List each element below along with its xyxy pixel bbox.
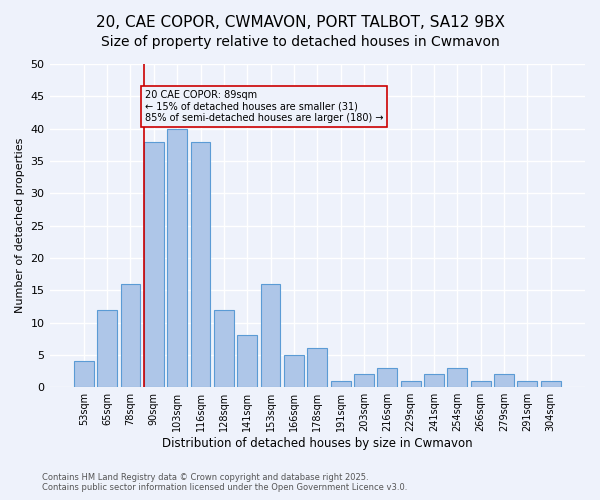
Bar	[260, 284, 280, 387]
Bar	[424, 374, 444, 387]
Bar	[448, 368, 467, 387]
Bar	[331, 380, 350, 387]
Bar	[191, 142, 211, 387]
Text: 20 CAE COPOR: 89sqm
← 15% of detached houses are smaller (31)
85% of semi-detach: 20 CAE COPOR: 89sqm ← 15% of detached ho…	[145, 90, 383, 123]
Bar	[541, 380, 560, 387]
Y-axis label: Number of detached properties: Number of detached properties	[15, 138, 25, 314]
Bar	[284, 355, 304, 387]
Bar	[144, 142, 164, 387]
Bar	[354, 374, 374, 387]
Bar	[401, 380, 421, 387]
Bar	[74, 362, 94, 387]
Bar	[121, 284, 140, 387]
Bar	[238, 336, 257, 387]
Bar	[307, 348, 327, 387]
Bar	[377, 368, 397, 387]
Text: Contains HM Land Registry data © Crown copyright and database right 2025.
Contai: Contains HM Land Registry data © Crown c…	[42, 473, 407, 492]
Text: 20, CAE COPOR, CWMAVON, PORT TALBOT, SA12 9BX: 20, CAE COPOR, CWMAVON, PORT TALBOT, SA1…	[95, 15, 505, 30]
Bar	[517, 380, 538, 387]
Bar	[214, 310, 234, 387]
X-axis label: Distribution of detached houses by size in Cwmavon: Distribution of detached houses by size …	[162, 437, 473, 450]
Bar	[471, 380, 491, 387]
Bar	[494, 374, 514, 387]
Text: Size of property relative to detached houses in Cwmavon: Size of property relative to detached ho…	[101, 35, 499, 49]
Bar	[167, 128, 187, 387]
Bar	[97, 310, 117, 387]
